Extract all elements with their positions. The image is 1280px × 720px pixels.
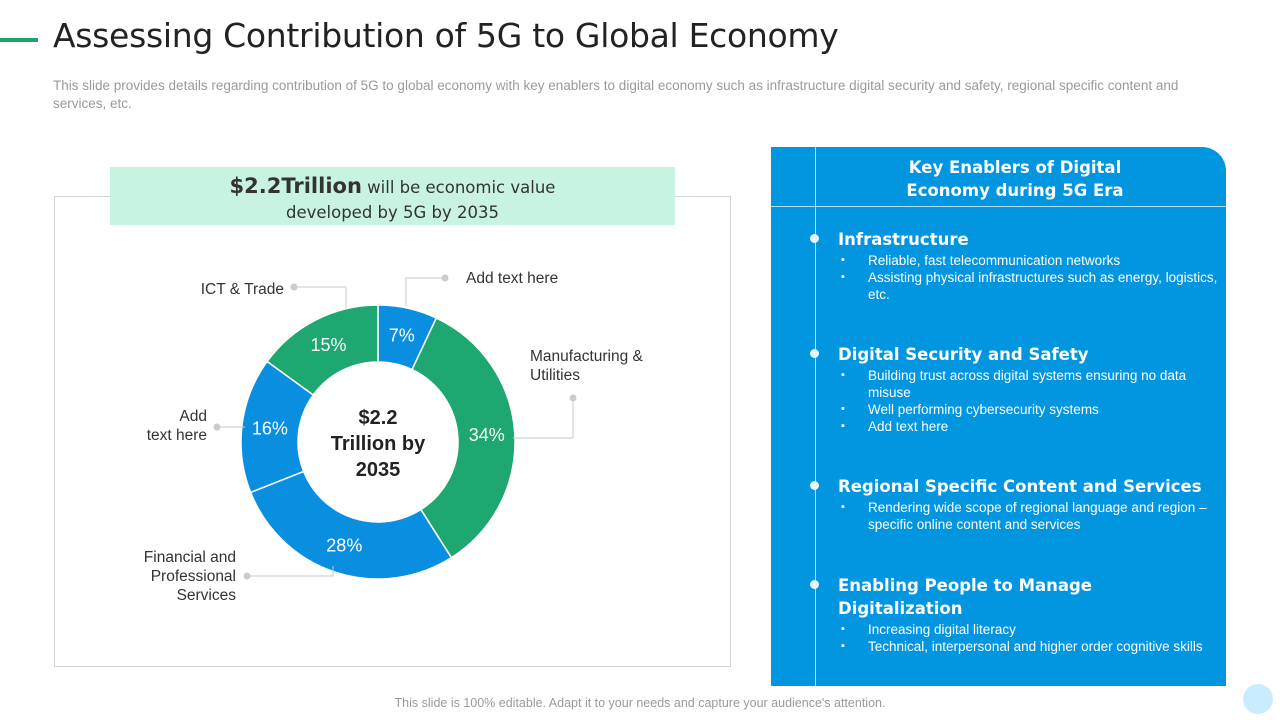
category-label: Financial and xyxy=(144,549,236,566)
category-label: Utilities xyxy=(530,367,580,384)
panel-title-line1: Key Enablers of Digital xyxy=(908,158,1122,177)
enabler-bullets: Reliable, fast telecommunication network… xyxy=(838,252,1218,303)
slice-value-label: 16% xyxy=(252,418,288,438)
leader-line xyxy=(296,286,347,308)
bullet-item: Increasing digital literacy xyxy=(838,621,1218,638)
donut-slice xyxy=(411,317,516,559)
leader-dot xyxy=(290,283,298,291)
leader-dot xyxy=(569,394,577,402)
callout-text-line2: developed by 5G by 2035 xyxy=(285,203,500,222)
leader-dot xyxy=(243,572,251,580)
enabler-heading: Digital Security and Safety xyxy=(838,345,1089,364)
panel-divider xyxy=(771,206,1226,207)
donut-center-label: Trillion by xyxy=(331,433,426,455)
slice-value-label: 34% xyxy=(469,425,505,445)
timeline-dot xyxy=(810,349,819,358)
panel-title-line2: Economy during 5G Era xyxy=(906,181,1124,200)
panel-vertical-line xyxy=(815,147,816,686)
bullet-item: Assisting physical infrastructures such … xyxy=(838,269,1218,303)
donut-center-label: 2035 xyxy=(356,459,401,481)
enabler-bullets: Building trust across digital systems en… xyxy=(838,367,1218,435)
enabler-heading: Infrastructure xyxy=(838,230,969,249)
category-label: Professional xyxy=(151,568,236,585)
category-label: Manufacturing & xyxy=(530,348,644,365)
category-label: Add text here xyxy=(466,270,558,287)
economic-value-callout: $2.2Trillion will be economic value deve… xyxy=(110,167,675,225)
panel-title: Key Enablers of Digital Economy during 5… xyxy=(815,156,1215,202)
bullet-item: Reliable, fast telecommunication network… xyxy=(838,252,1218,269)
enabler-infrastructure: Infrastructure Reliable, fast telecommun… xyxy=(810,228,1218,303)
bullet-item: Well performing cybersecurity systems xyxy=(838,401,1218,418)
donut-slice xyxy=(249,470,453,580)
slice-value-label: 7% xyxy=(389,326,415,346)
donut-center-label: $2.2 xyxy=(359,407,398,429)
callout-highlight: $2.2Trillion xyxy=(229,174,362,198)
slice-value-label: 28% xyxy=(326,536,362,556)
bullet-item: Technical, interpersonal and higher orde… xyxy=(838,638,1218,655)
slide-footer: This slide is 100% editable. Adapt it to… xyxy=(394,696,886,710)
title-accent-bar xyxy=(0,38,38,42)
leader-line xyxy=(249,566,334,577)
bullet-item: Building trust across digital systems en… xyxy=(838,367,1218,401)
category-label: ICT & Trade xyxy=(201,281,284,298)
slide-title: Assessing Contribution of 5G to Global E… xyxy=(53,16,839,55)
leader-dot xyxy=(441,274,449,282)
slice-value-label: 15% xyxy=(310,335,346,355)
bullet-item: Rendering wide scope of regional languag… xyxy=(838,499,1218,533)
category-label: text here xyxy=(147,427,207,444)
timeline-dot xyxy=(810,481,819,490)
key-enablers-panel: Key Enablers of Digital Economy during 5… xyxy=(771,147,1226,686)
slide-subtitle: This slide provides details regarding co… xyxy=(53,78,1179,111)
enabler-bullets: Rendering wide scope of regional languag… xyxy=(838,499,1218,533)
donut-slice xyxy=(266,304,379,397)
category-label: Add xyxy=(179,408,207,425)
bullet-item: Add text here xyxy=(838,418,1218,435)
callout-text-line1: will be economic value xyxy=(361,178,556,197)
timeline-dot xyxy=(810,234,819,243)
timeline-dot xyxy=(810,580,819,589)
leader-dot xyxy=(213,423,221,431)
enabler-heading: Enabling People to Manage Digitalization xyxy=(838,576,1093,618)
enabler-people-digitalization: Enabling People to Manage Digitalization… xyxy=(810,574,1218,655)
corner-decoration xyxy=(1243,684,1273,714)
enabler-bullets: Increasing digital literacy Technical, i… xyxy=(838,621,1218,655)
leader-line xyxy=(513,398,574,439)
enabler-regional-content: Regional Specific Content and Services R… xyxy=(810,475,1218,533)
enabler-heading: Regional Specific Content and Services xyxy=(838,477,1202,496)
leader-line xyxy=(405,277,443,306)
enabler-digital-security: Digital Security and Safety Building tru… xyxy=(810,343,1218,435)
category-label: Services xyxy=(177,587,237,604)
